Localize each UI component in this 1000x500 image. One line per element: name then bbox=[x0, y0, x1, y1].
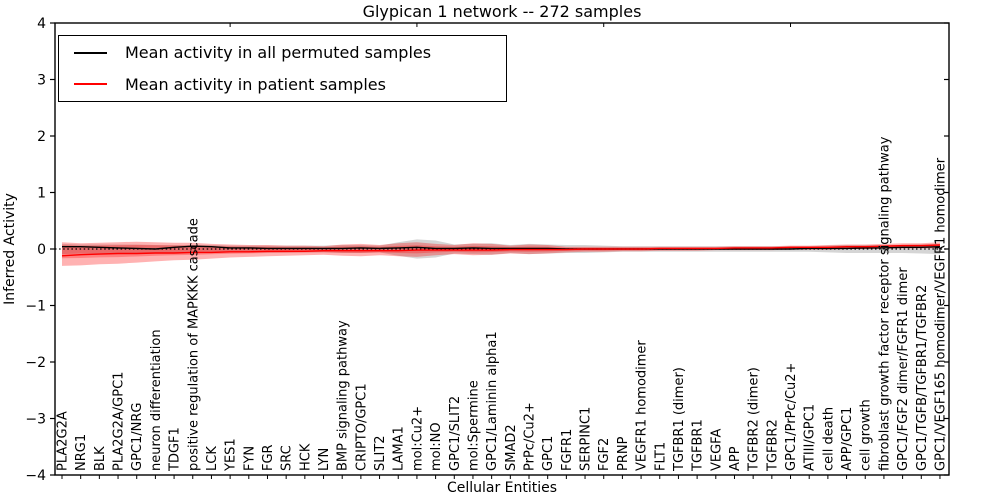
x-tick-label: neuron differentiation bbox=[149, 329, 164, 471]
y-tick-label: 2 bbox=[37, 129, 46, 145]
x-tick-label: cell growth bbox=[859, 399, 874, 471]
x-tick-label: GPC1/FGF2 dimer/FGFR1 dimer bbox=[896, 267, 911, 471]
x-tick-label: HCK bbox=[298, 443, 313, 471]
x-tick-label: FGFR1 bbox=[560, 429, 575, 471]
x-tick-label: SERPINC1 bbox=[579, 407, 594, 471]
x-tick-label: SMAD2 bbox=[504, 424, 519, 471]
x-tick-label: mol:Spermine bbox=[466, 380, 481, 471]
x-tick-label: positive regulation of MAPKKK cascade bbox=[186, 218, 201, 471]
x-tick-label: APP bbox=[728, 446, 743, 471]
x-tick-label: CRIPTO/GPC1 bbox=[354, 383, 369, 471]
y-tick-label: −2 bbox=[25, 355, 46, 371]
x-tick-label: FLT1 bbox=[653, 442, 668, 471]
x-tick-label: GPC1 bbox=[541, 436, 556, 471]
x-tick-label: BLK bbox=[93, 446, 108, 471]
x-tick-label: mol:NO bbox=[429, 422, 444, 471]
y-tick-label: 0 bbox=[37, 242, 46, 258]
y-tick-label: 1 bbox=[37, 186, 46, 202]
x-tick-label: APP/GPC1 bbox=[840, 407, 855, 471]
legend-label-patient: Mean activity in patient samples bbox=[125, 74, 386, 94]
x-tick-label: GPC1/SLIT2 bbox=[448, 396, 463, 471]
x-tick-label: PLA2G2A bbox=[56, 411, 71, 471]
x-tick-label: TGFBR2 bbox=[765, 419, 780, 472]
x-tick-label: PRNP bbox=[616, 436, 631, 471]
x-tick-label: SRC bbox=[280, 445, 295, 471]
x-tick-label: GPC1/PrPc/Cu2+ bbox=[784, 363, 799, 471]
x-tick-label: FYN bbox=[242, 446, 257, 471]
x-tick-label: PrPc/Cu2+ bbox=[523, 402, 538, 471]
x-tick-label: NRG1 bbox=[74, 434, 89, 471]
y-tick-label: −1 bbox=[25, 299, 46, 315]
legend-label-permuted: Mean activity in all permuted samples bbox=[125, 43, 432, 63]
x-tick-label: LYN bbox=[317, 448, 332, 471]
y-tick-label: 3 bbox=[37, 73, 46, 89]
x-tick-label: cell death bbox=[821, 407, 836, 471]
chart-title: Glypican 1 network -- 272 samples bbox=[362, 2, 642, 21]
y-tick-label: −3 bbox=[25, 412, 46, 428]
x-tick-label: FGF2 bbox=[597, 438, 612, 471]
y-tick-label: −4 bbox=[25, 468, 46, 484]
x-tick-label: GPC1/VEGF165 homodimer/VEGFR1 homodimer bbox=[933, 157, 948, 471]
x-tick-label: BMP signaling pathway bbox=[336, 320, 351, 471]
x-tick-label: GPC1/Laminin alpha1 bbox=[485, 331, 500, 471]
x-tick-label: fibroblast growth factor receptor signal… bbox=[877, 136, 892, 471]
y-axis-title: Inferred Activity bbox=[2, 193, 18, 305]
legend-line-permuted bbox=[74, 51, 107, 54]
x-tick-label: PLA2G2A/GPC1 bbox=[112, 372, 127, 471]
x-tick-label: SLIT2 bbox=[373, 435, 388, 471]
x-tick-label: TGFBR1 (dimer) bbox=[672, 367, 687, 472]
x-tick-label: VEGFA bbox=[709, 429, 724, 471]
x-tick-label: FGR bbox=[261, 444, 276, 471]
x-tick-label: ATIII/GPC1 bbox=[803, 404, 818, 471]
x-tick-label: LCK bbox=[205, 446, 220, 471]
y-tick-label: 4 bbox=[37, 16, 46, 32]
x-tick-label: TGFBR1 bbox=[691, 419, 706, 472]
legend-item-permuted: Mean activity in all permuted samples bbox=[59, 38, 506, 68]
patient-mean-line bbox=[61, 244, 941, 257]
x-axis-title: Cellular Entities bbox=[446, 480, 558, 496]
x-tick-label: TDGF1 bbox=[168, 427, 183, 472]
x-tick-label: GPC1/TGFB/TGFBR1/TGFBR2 bbox=[915, 285, 930, 471]
x-tick-label: mol:Cu2+ bbox=[410, 406, 425, 471]
legend-item-patient: Mean activity in patient samples bbox=[59, 69, 506, 99]
permuted-mean-line bbox=[62, 245, 941, 250]
legend: Mean activity in all permuted samples Me… bbox=[58, 35, 507, 102]
x-tick-label: YES1 bbox=[224, 438, 239, 472]
x-tick-label: GPC1/NRG bbox=[130, 403, 145, 471]
x-tick-label: TGFBR2 (dimer) bbox=[747, 367, 762, 472]
x-tick-label: LAMA1 bbox=[392, 426, 407, 471]
x-tick-label: VEGFR1 homodimer bbox=[635, 340, 650, 471]
legend-line-patient bbox=[74, 83, 107, 86]
